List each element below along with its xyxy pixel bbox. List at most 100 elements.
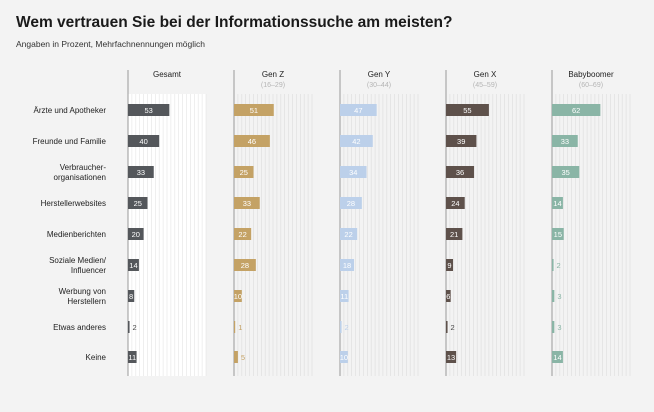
bar	[128, 351, 137, 363]
bar	[446, 290, 451, 302]
value-label: 33	[137, 168, 145, 177]
value-label: 6	[446, 292, 450, 301]
value-label: 13	[447, 353, 455, 362]
value-label: 22	[344, 230, 352, 239]
series-header: Gen X	[474, 70, 497, 79]
bar	[128, 135, 160, 147]
bar	[552, 228, 564, 240]
category-label: Ärzte und Apotheker	[34, 106, 107, 115]
value-label: 33	[243, 199, 251, 208]
bar	[446, 104, 489, 116]
value-label: 25	[134, 199, 142, 208]
value-label: 3	[557, 292, 561, 301]
value-label: 39	[457, 137, 465, 146]
value-label: 2	[133, 323, 137, 332]
value-label: 2	[451, 323, 455, 332]
value-label: 1	[238, 323, 242, 332]
series-header: Gen Y	[368, 70, 391, 79]
bar	[234, 104, 274, 116]
value-label: 18	[343, 261, 351, 270]
chart-subtitle: Angaben in Prozent, Mehrfachnennungen mö…	[16, 39, 206, 49]
category-label: Medienberichten	[47, 230, 106, 239]
bar	[234, 228, 252, 240]
value-label: 42	[352, 137, 360, 146]
value-label: 14	[129, 261, 137, 270]
value-label: 24	[451, 199, 459, 208]
value-label: 14	[553, 353, 561, 362]
chart-title: Wem vertrauen Sie bei der Informationssu…	[16, 14, 453, 31]
bar	[552, 290, 555, 302]
bar	[128, 259, 139, 271]
value-label: 9	[447, 261, 451, 270]
bar	[234, 290, 242, 302]
bar	[128, 197, 148, 209]
category-label: Soziale Medien/	[49, 256, 107, 265]
value-label: 36	[456, 168, 464, 177]
value-label: 62	[572, 106, 580, 115]
bar	[234, 259, 256, 271]
value-label: 33	[561, 137, 569, 146]
bar	[552, 135, 578, 147]
value-label: 11	[128, 353, 136, 362]
value-label: 22	[238, 230, 246, 239]
value-label: 55	[463, 106, 471, 115]
bar	[446, 228, 463, 240]
value-label: 20	[132, 230, 140, 239]
category-label: Herstellern	[67, 297, 106, 306]
bar	[552, 104, 601, 116]
value-label: 8	[129, 292, 133, 301]
value-label: 28	[241, 261, 249, 270]
bar	[340, 321, 342, 333]
value-label: 2	[345, 323, 349, 332]
value-label: 11	[340, 292, 348, 301]
series-subheader: (30–44)	[367, 82, 391, 89]
value-label: 21	[450, 230, 458, 239]
value-label: 10	[234, 292, 242, 301]
bar	[234, 166, 254, 178]
category-label: Keine	[86, 353, 107, 362]
bar	[340, 259, 355, 271]
series-subheader: (60–69)	[579, 82, 603, 89]
value-label: 15	[554, 230, 562, 239]
bar	[340, 290, 349, 302]
value-label: 51	[250, 106, 258, 115]
bar	[340, 166, 367, 178]
value-label: 10	[340, 353, 348, 362]
value-label: 35	[561, 168, 569, 177]
bar	[340, 135, 373, 147]
category-label: Etwas anderes	[53, 323, 106, 332]
value-label: 14	[553, 199, 561, 208]
value-label: 28	[347, 199, 355, 208]
bar	[552, 197, 563, 209]
value-label: 2	[557, 261, 561, 270]
bar	[340, 197, 362, 209]
bar	[552, 166, 580, 178]
bar	[446, 197, 465, 209]
value-label: 40	[139, 137, 147, 146]
value-label: 46	[248, 137, 256, 146]
value-label: 25	[240, 168, 248, 177]
bar	[340, 228, 358, 240]
value-label: 53	[144, 106, 152, 115]
category-label: Verbraucher-	[60, 163, 107, 172]
category-label: Freunde und Familie	[33, 137, 107, 146]
series-subheader: (16–29)	[261, 82, 285, 89]
bar	[552, 259, 554, 271]
bar	[234, 197, 260, 209]
value-label: 5	[241, 353, 245, 362]
category-label: Influencer	[71, 266, 106, 275]
bar	[446, 166, 475, 178]
bar	[446, 351, 457, 363]
series-header: Gesamt	[153, 70, 182, 79]
bar	[552, 351, 563, 363]
category-label: Herstellerwebsites	[41, 199, 106, 208]
bar	[128, 104, 170, 116]
bar	[128, 228, 144, 240]
bar	[446, 321, 448, 333]
series-subheader: (45–59)	[473, 82, 497, 89]
bar	[446, 135, 477, 147]
value-label: 47	[354, 106, 362, 115]
bar	[552, 321, 555, 333]
bar	[234, 135, 270, 147]
